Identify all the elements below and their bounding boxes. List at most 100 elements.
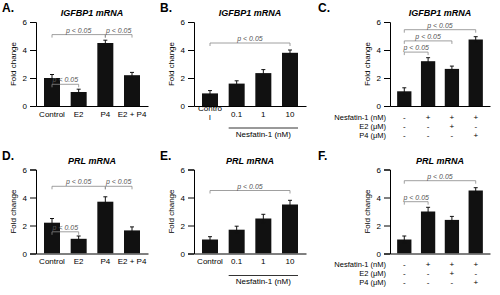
row-sign: - [427, 122, 430, 131]
row-sign: - [451, 278, 454, 287]
significance-label: p < 0.05 [426, 173, 453, 181]
row-label: Nesfatin-1 (nM) [334, 113, 386, 122]
significance: p < 0.05 [404, 173, 475, 184]
y-axis: 0246 [181, 166, 195, 259]
significance: p < 0.05 [404, 22, 475, 33]
bar [97, 43, 113, 106]
significance-label: p < 0.05 [65, 27, 92, 35]
error-bar-line [208, 91, 212, 97]
y-tick-label: 0 [377, 102, 382, 111]
axis-domain [391, 254, 491, 255]
title: PRL mRNA [416, 156, 464, 166]
y-axis: 0246 [181, 18, 195, 111]
error-bar [261, 214, 265, 222]
x-axis [391, 106, 491, 108]
y-tick-mark [384, 78, 390, 79]
x-axis: Control0.1110 [195, 104, 307, 122]
y-tick: 6 [23, 166, 36, 175]
y-tick-mark [188, 106, 194, 107]
significance-line [52, 35, 105, 38]
significance-label: p < 0.05 [414, 33, 441, 41]
y-tick-label: 6 [181, 166, 186, 175]
error-bar-line [261, 70, 265, 77]
row-sign: - [427, 131, 430, 140]
significance: p < 0.05 [404, 33, 452, 44]
y-tick-label: 2 [23, 74, 28, 83]
title: PRL mRNA [226, 156, 274, 166]
bar [421, 61, 435, 106]
title: IGFBP1 mRNA [61, 8, 124, 18]
error-bar [235, 226, 239, 233]
y-tick-label: 6 [181, 18, 186, 27]
row-sign: - [451, 131, 454, 140]
title: PRL mRNA [68, 156, 116, 166]
x-tick: 0.1 [231, 106, 243, 119]
x-tick: 0.1 [231, 254, 243, 267]
error-bar-line [261, 214, 265, 222]
significance: p < 0.05 [402, 44, 429, 55]
significance: p < 0.05 [402, 194, 429, 205]
x-axis [391, 253, 491, 255]
significance: p < 0.05 [52, 27, 105, 38]
row-sign: + [450, 113, 455, 122]
y-tick-mark [188, 226, 194, 227]
row-sign: - [403, 131, 406, 140]
axis-domain [30, 23, 37, 107]
error-bar-line [77, 89, 81, 95]
y-tick-mark [188, 22, 194, 23]
x-axis: ControlE2P4E2 + P4 [37, 106, 149, 119]
y-tick-label: 0 [377, 250, 382, 259]
x-tick: P4 [100, 106, 110, 119]
y-axis-label: Fold change [167, 41, 176, 86]
x-tick: 1 [261, 106, 266, 119]
panel: ControlE2P4E2 + P40246Fold changeIGFBP1 … [9, 8, 149, 119]
bar [97, 202, 113, 254]
error-bar [77, 89, 81, 95]
x-tick-label: 0.1 [231, 110, 243, 119]
title: IGFBP1 mRNA [219, 8, 282, 18]
y-tick-label: 6 [23, 18, 28, 27]
x-tick-label: E2 + P4 [118, 257, 147, 266]
significance-line [210, 191, 290, 194]
error-bar-line [130, 72, 134, 78]
row-sign: - [474, 269, 477, 278]
y-tick-mark [384, 50, 390, 51]
x-tick-label: P4 [100, 110, 110, 119]
error-bar-line [288, 50, 292, 56]
y-tick-label: 0 [23, 250, 28, 259]
error-bar-line [474, 37, 478, 43]
error-bar [130, 72, 134, 78]
significance-label: p < 0.05 [426, 22, 453, 30]
x-tick: E2 + P4 [118, 254, 147, 267]
y-tick-mark [30, 50, 36, 51]
error-bar-line [130, 227, 134, 234]
significance-line [404, 41, 452, 44]
error-bar [130, 227, 134, 234]
row-sign: + [450, 122, 455, 131]
x-tick-label: E2 + P4 [118, 110, 147, 119]
row-sign: + [450, 269, 455, 278]
y-axis-label: Fold change [363, 189, 372, 234]
x-tick: Control [39, 106, 65, 119]
y-tick-label: 4 [181, 46, 186, 55]
error-bar [103, 197, 107, 207]
x-tick: Control [198, 104, 223, 122]
row-sign: + [473, 113, 478, 122]
bar [255, 219, 271, 254]
x-tick-label: Control [198, 104, 223, 122]
significance-line [404, 30, 475, 33]
y-axis-label: Fold change [9, 189, 18, 234]
significance: p < 0.05 [52, 76, 79, 87]
panel-label: A. [2, 1, 14, 15]
x-tick-label: Control [197, 257, 223, 266]
axis-domain [188, 23, 195, 107]
y-tick: 2 [181, 222, 194, 231]
bar [229, 84, 245, 106]
y-tick-label: 4 [23, 46, 28, 55]
error-bar-line [235, 81, 239, 87]
row-label: P4 (μM) [359, 278, 386, 287]
y-tick-label: 2 [23, 222, 28, 231]
error-bar-line [103, 40, 107, 46]
significance-label: p < 0.05 [105, 27, 132, 35]
y-tick: 4 [23, 194, 36, 203]
